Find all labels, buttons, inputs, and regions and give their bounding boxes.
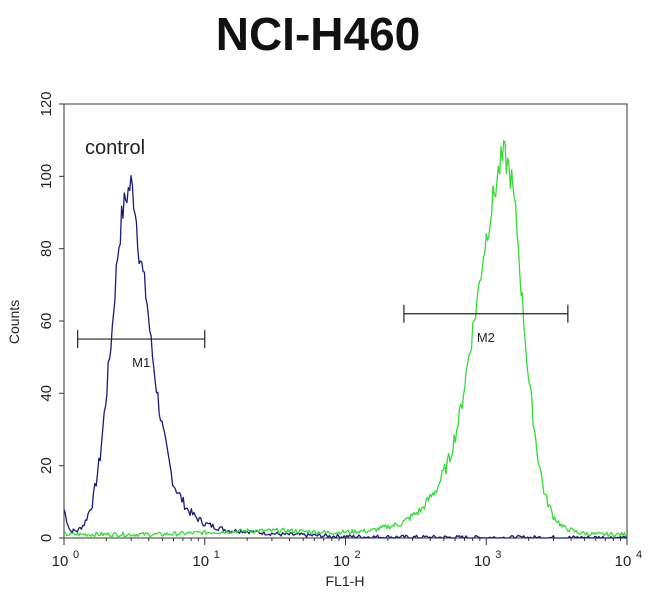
y-tick-label: 120	[38, 91, 55, 116]
x-tick-exponent: 0	[73, 549, 79, 561]
y-tick-label: 80	[38, 240, 55, 257]
series-layer	[63, 140, 628, 539]
y-axis-ticks: 0 20 40 60 80 100 120	[38, 91, 64, 542]
x-axis-ticks: 10 0 10 1 10 2 10 3 10 4	[52, 538, 642, 570]
y-tick-label: 40	[38, 385, 55, 402]
control-annotation: control	[85, 137, 145, 159]
gate-label: M1	[132, 355, 150, 370]
series-line-2	[63, 140, 628, 538]
series-line-1	[63, 174, 628, 539]
x-tick-exponent: 4	[636, 549, 642, 561]
x-tick-label: 10	[474, 553, 491, 570]
gate-label: M2	[477, 330, 495, 345]
x-tick-exponent: 1	[214, 549, 220, 561]
y-tick-label: 60	[38, 313, 55, 330]
x-tick-exponent: 2	[355, 549, 361, 561]
x-tick-label: 10	[52, 553, 69, 570]
x-tick-label: 10	[615, 553, 632, 570]
y-tick-label: 100	[38, 164, 55, 189]
x-axis-label: FL1-H	[326, 573, 365, 589]
y-tick-label: 0	[38, 534, 55, 542]
gate-markers: M1 M2	[77, 304, 569, 370]
chart-title: NCI-H460	[216, 8, 421, 60]
x-tick-label: 10	[192, 553, 209, 570]
x-tick-label: 10	[333, 553, 350, 570]
y-tick-label: 20	[38, 457, 55, 474]
x-tick-exponent: 3	[495, 549, 501, 561]
y-axis-label: Counts	[6, 300, 22, 344]
